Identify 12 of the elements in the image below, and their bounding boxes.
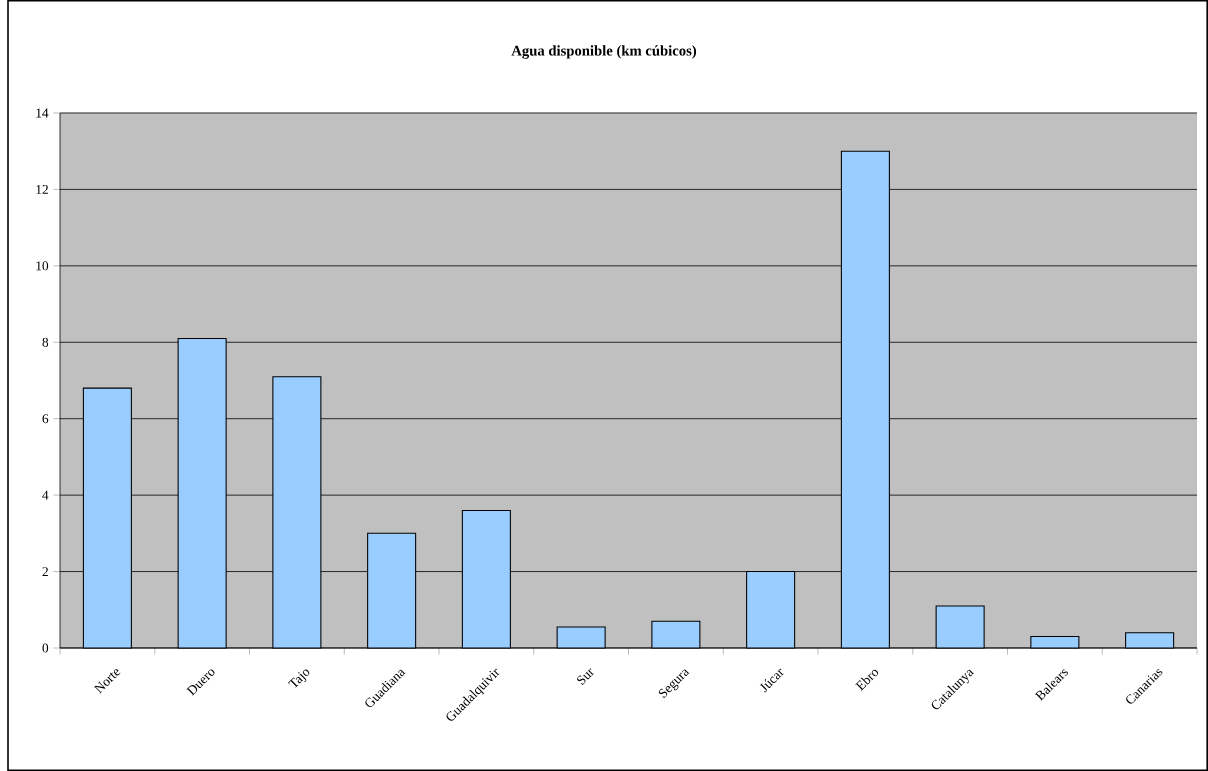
y-tick-label: 2 [42,567,48,576]
y-tick-label: 8 [42,337,49,347]
x-tick-label: Tajo [288,669,310,688]
x-tick-label: Sur [577,668,595,685]
y-tick-label: 6 [42,414,49,424]
y-tick-label: 10 [36,261,49,271]
chart-title: Agua disponible (km cúbicos) [511,45,697,59]
y-tick-label: 4 [42,490,49,500]
y-tick-label: 14 [36,108,49,118]
x-tick-label: Ebro [855,669,879,691]
y-tick-label: 0 [42,643,49,653]
y-tick-label: 12 [36,185,48,194]
